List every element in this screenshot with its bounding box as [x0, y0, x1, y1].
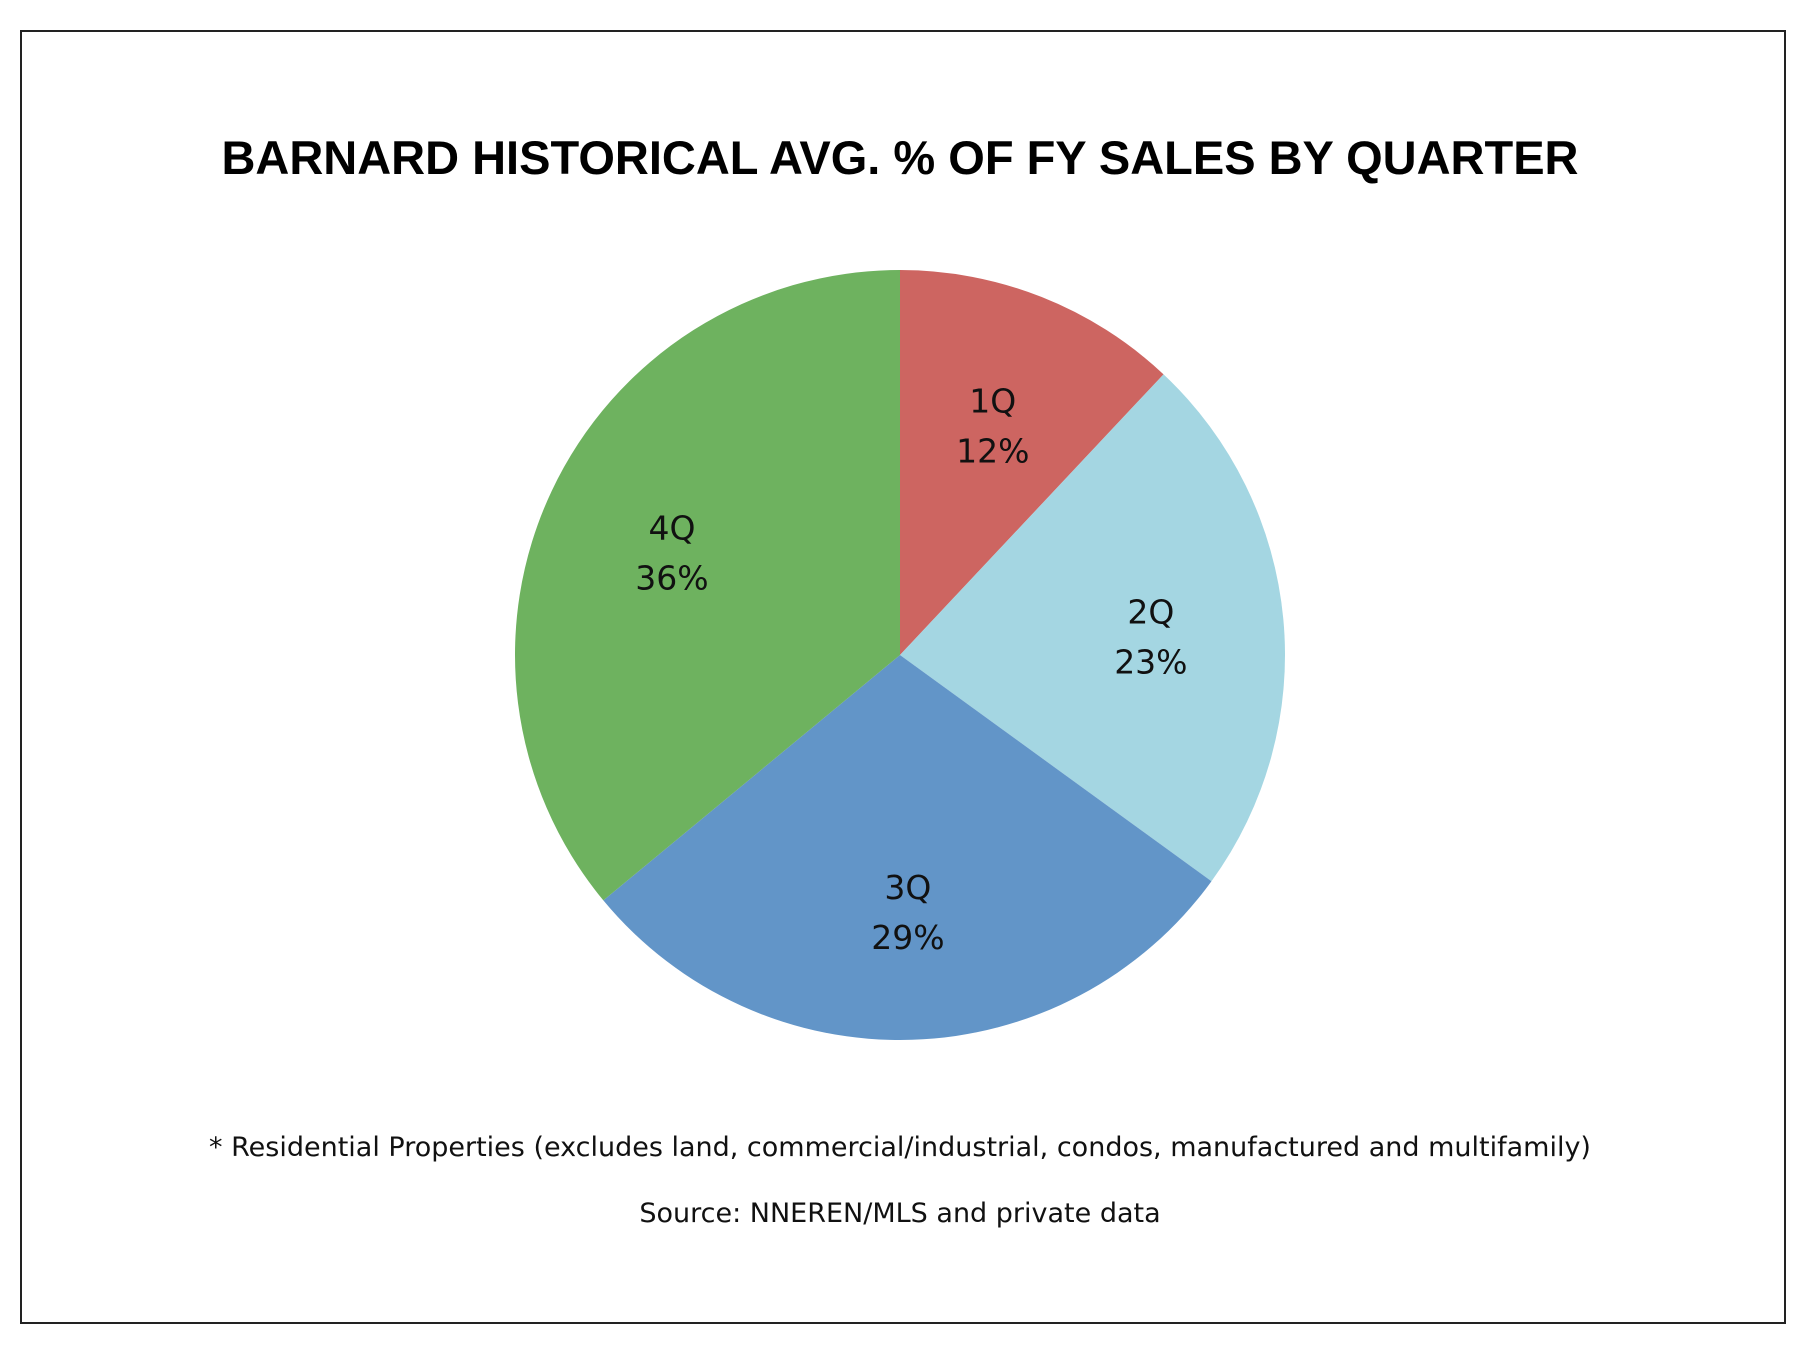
footnote-residential: * Residential Properties (excludes land,…: [209, 1132, 1591, 1163]
slice-category-label: 2Q: [1127, 592, 1174, 631]
pie-slice-3q: [603, 655, 1212, 1041]
slice-value-label: 36%: [635, 559, 708, 598]
pie-slices: [514, 270, 1286, 1041]
pie-slice-4q: [514, 270, 900, 901]
chart-title: BARNARD HISTORICAL AVG. % OF FY SALES BY…: [221, 131, 1579, 184]
slice-value-label: 12%: [956, 432, 1029, 471]
footnote-source: Source: NNEREN/MLS and private data: [639, 1198, 1161, 1229]
pie-slice-1q: [900, 270, 1164, 655]
pie-labels: 1Q 12% 2Q 23% 3Q 29% 4Q 36%: [635, 382, 1187, 957]
slice-category-label: 1Q: [969, 382, 1016, 421]
slice-category-label: 3Q: [884, 868, 931, 907]
pie-slice-2q: [900, 374, 1286, 882]
slice-category-label: 4Q: [648, 509, 695, 548]
slice-value-label: 29%: [871, 918, 944, 957]
slice-value-label: 23%: [1114, 642, 1187, 681]
